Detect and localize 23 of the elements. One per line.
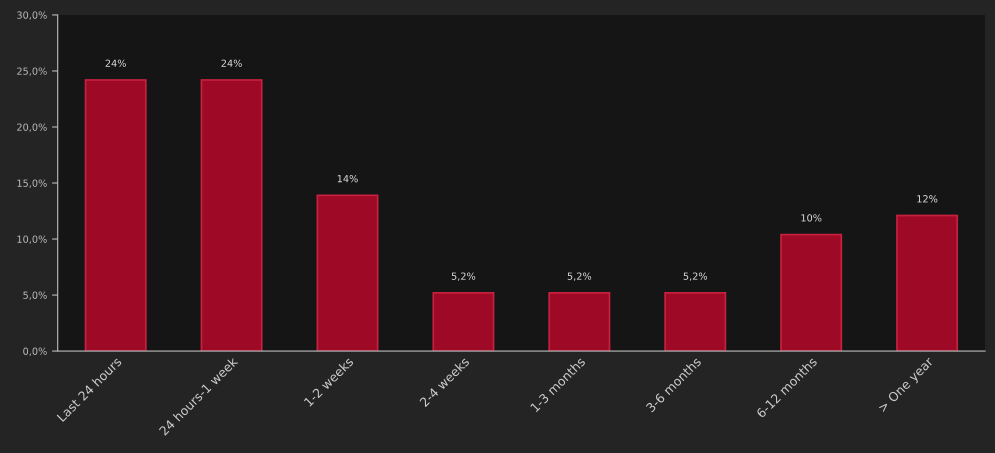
y-tick-label: 25,0% <box>17 67 47 76</box>
bar <box>200 79 263 352</box>
y-tick-label: 20,0% <box>17 123 47 132</box>
data-label: 5,2% <box>684 272 708 281</box>
data-label: 5,2% <box>568 272 592 281</box>
y-tick-label: 5,0% <box>23 292 47 300</box>
bar <box>896 214 958 352</box>
bar <box>84 79 147 352</box>
bar <box>664 292 726 352</box>
bar <box>432 292 494 352</box>
bar <box>548 292 610 352</box>
y-tick-label: 15,0% <box>17 179 47 188</box>
y-tick-label: 30,0% <box>17 11 47 20</box>
data-label: 24% <box>106 60 126 67</box>
data-label: 5,2% <box>452 272 476 281</box>
bar <box>780 234 842 352</box>
data-label: 12% <box>917 195 938 203</box>
y-tick-label: 10,0% <box>17 236 47 244</box>
data-label: 10% <box>801 214 822 222</box>
bar <box>316 194 378 352</box>
data-label: 24% <box>221 60 242 67</box>
y-tick-label: 0,0% <box>23 348 47 356</box>
data-label: 14% <box>338 174 358 182</box>
